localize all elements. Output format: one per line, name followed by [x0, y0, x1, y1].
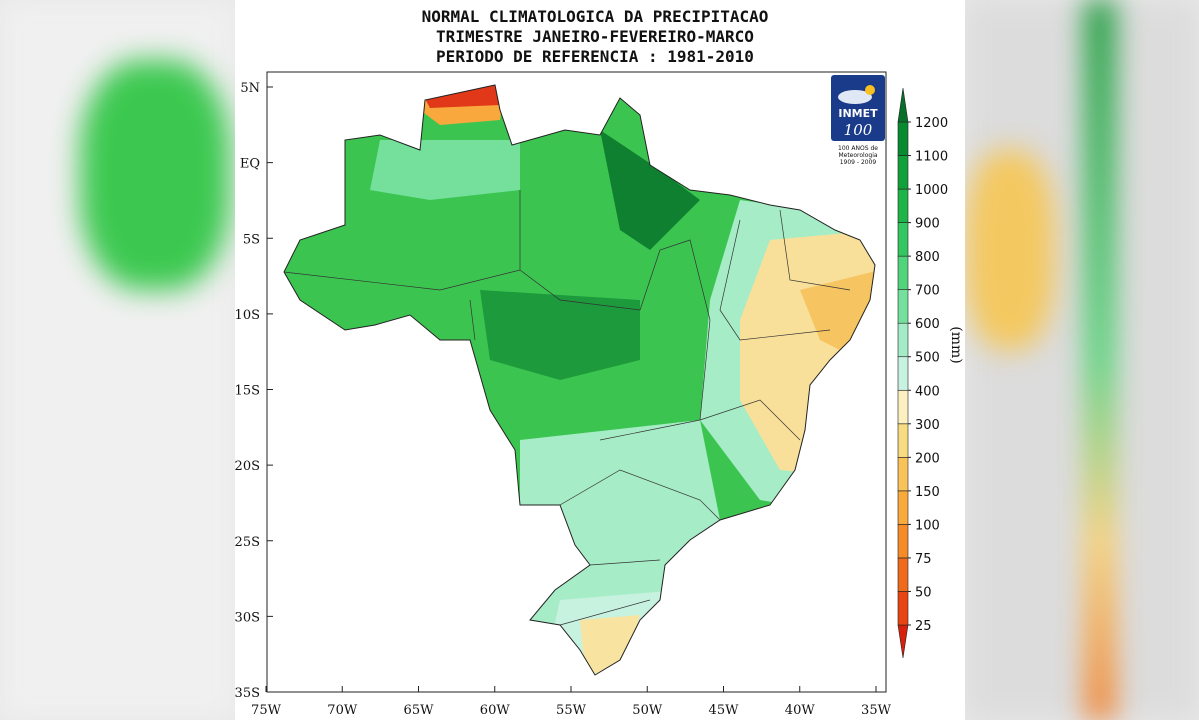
logo-cloud — [838, 90, 872, 104]
colorbar-label: 1200 — [915, 116, 948, 131]
state-borders — [283, 190, 851, 626]
lat-tick-label: 20S — [235, 459, 260, 474]
colorbar-label: 300 — [915, 418, 940, 433]
colorbar-band — [897, 255, 909, 290]
backdrop-green — [80, 60, 230, 290]
colorbar-label: 200 — [915, 451, 940, 466]
colorbar-label: 800 — [915, 250, 940, 265]
backdrop-right — [965, 0, 1199, 720]
lon-tick-label: 60W — [480, 703, 511, 718]
lon-tick-label: 40W — [785, 703, 816, 718]
colorbar-label: 1100 — [915, 150, 948, 165]
lon-tick-label: 55W — [556, 703, 587, 718]
colorbar-band — [897, 423, 909, 458]
colorbar-band — [897, 222, 909, 257]
colorbar-label: 150 — [915, 485, 940, 500]
colorbar-label: 700 — [915, 284, 940, 299]
lon-tick-label: 50W — [632, 703, 663, 718]
lat-tick-label: 30S — [235, 610, 260, 625]
lon-tick-label: 45W — [709, 703, 740, 718]
lat-tick-label: 10S — [235, 308, 260, 323]
title-line: NORMAL CLIMATOLOGICA DA PRECIPITACAO — [422, 7, 769, 26]
colorbar-label: 500 — [915, 351, 940, 366]
lon-tick-label: 65W — [404, 703, 435, 718]
colorbar-label: 600 — [915, 317, 940, 332]
colorbar-label: 900 — [915, 217, 940, 232]
colorbar-label: 75 — [915, 552, 932, 567]
colorbar-band — [897, 155, 909, 190]
logo-number: 100 — [844, 121, 873, 139]
colorbar-band — [897, 322, 909, 358]
field-north-wet — [600, 130, 700, 250]
lon-tick-label: 75W — [251, 703, 282, 718]
lat-tick-label: EQ — [240, 157, 260, 172]
colorbar-label: 1000 — [915, 183, 948, 198]
colorbar-label: 100 — [915, 518, 940, 533]
colorbar-band — [897, 188, 909, 223]
lat-tick-label: 5S — [243, 232, 260, 247]
logo-name: INMET — [838, 107, 878, 120]
lon-tick-label: 70W — [327, 703, 358, 718]
field-center-wet — [480, 290, 640, 380]
logo-caption: 1909 - 2009 — [840, 159, 877, 166]
colorbar-band — [897, 457, 909, 492]
colorbar-high — [897, 87, 909, 123]
lat-tick-label: 25S — [235, 535, 260, 550]
colorbar-band — [897, 356, 909, 391]
colorbar-band — [897, 591, 909, 626]
title-line: PERIODO DE REFERENCIA : 1981-2010 — [436, 47, 754, 66]
colorbar-band — [897, 557, 909, 592]
colorbar-band — [897, 121, 909, 156]
colorbar-band — [897, 289, 909, 324]
lat-tick-label: 5N — [240, 81, 260, 96]
colorbar-band — [897, 490, 909, 525]
colorbar-band — [897, 389, 909, 425]
logo-caption: Meteorologia — [838, 152, 877, 159]
backdrop-orange — [965, 150, 1055, 350]
title-line: TRIMESTRE JANEIRO-FEVEREIRO-MARCO — [436, 27, 754, 46]
field-rr — [370, 140, 520, 200]
lon-tick-label: 35W — [861, 703, 892, 718]
unit-label: (mm) — [948, 326, 964, 363]
logo-caption: 100 ANOS de — [838, 145, 878, 152]
colorbar-label: 25 — [915, 619, 932, 634]
lat-tick-label: 15S — [235, 384, 260, 399]
colorbar-label: 400 — [915, 384, 940, 399]
map-frame — [266, 71, 887, 693]
logo-sun — [865, 85, 875, 95]
colorbar-label: 50 — [915, 585, 932, 600]
colorbar-band — [897, 524, 909, 559]
lat-tick-label: 35S — [235, 686, 260, 701]
backdrop-stripe — [1085, 0, 1115, 720]
